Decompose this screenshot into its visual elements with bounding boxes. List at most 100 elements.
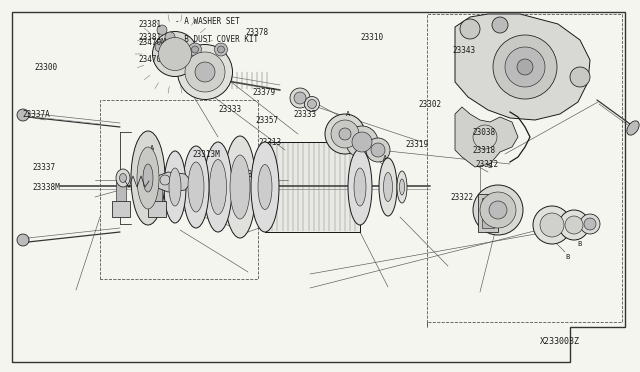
- Ellipse shape: [473, 185, 523, 235]
- Ellipse shape: [559, 210, 589, 240]
- Circle shape: [492, 17, 508, 33]
- Ellipse shape: [290, 88, 310, 108]
- Circle shape: [493, 35, 557, 99]
- Text: 23318: 23318: [472, 145, 495, 154]
- Text: A: A: [391, 191, 395, 197]
- Ellipse shape: [383, 173, 392, 202]
- Ellipse shape: [165, 32, 175, 42]
- Ellipse shape: [251, 142, 279, 232]
- Ellipse shape: [169, 168, 181, 206]
- Text: 23322: 23322: [450, 192, 473, 202]
- Text: 23333: 23333: [293, 109, 316, 119]
- Bar: [148, 201, 166, 217]
- Text: A: A: [150, 145, 154, 151]
- Text: 23300: 23300: [34, 62, 57, 71]
- Text: 23038: 23038: [472, 128, 495, 137]
- Ellipse shape: [224, 136, 256, 238]
- Ellipse shape: [157, 25, 167, 35]
- Polygon shape: [455, 14, 590, 120]
- Ellipse shape: [584, 218, 596, 230]
- Ellipse shape: [339, 128, 351, 140]
- Ellipse shape: [348, 149, 372, 225]
- Ellipse shape: [366, 138, 390, 162]
- Ellipse shape: [540, 213, 564, 237]
- Text: 23379: 23379: [252, 87, 275, 96]
- Ellipse shape: [307, 99, 317, 109]
- Circle shape: [517, 59, 533, 75]
- Text: 23302: 23302: [418, 99, 441, 109]
- Ellipse shape: [177, 45, 232, 99]
- Text: - B DUST COVER KIT: - B DUST COVER KIT: [175, 35, 259, 44]
- Ellipse shape: [155, 42, 165, 52]
- Ellipse shape: [230, 155, 250, 219]
- Ellipse shape: [143, 164, 153, 192]
- Text: 23337: 23337: [32, 163, 55, 171]
- Text: 23337A: 23337A: [22, 109, 50, 119]
- Text: 23357: 23357: [255, 115, 278, 125]
- Text: 23343: 23343: [452, 45, 475, 55]
- Text: 23381: 23381: [138, 32, 161, 42]
- Ellipse shape: [205, 68, 211, 76]
- Ellipse shape: [397, 171, 407, 203]
- Ellipse shape: [352, 132, 372, 152]
- Ellipse shape: [202, 65, 214, 78]
- Ellipse shape: [195, 62, 215, 82]
- Text: 23338M: 23338M: [32, 183, 60, 192]
- Circle shape: [570, 67, 590, 87]
- Text: 23310: 23310: [360, 32, 383, 42]
- Bar: [116, 181, 126, 201]
- Bar: [482, 198, 494, 228]
- Bar: [112, 201, 130, 217]
- Ellipse shape: [214, 43, 227, 56]
- Text: 23312: 23312: [475, 160, 498, 169]
- Ellipse shape: [183, 146, 209, 228]
- Text: A: A: [346, 111, 350, 117]
- Ellipse shape: [185, 52, 225, 92]
- Ellipse shape: [209, 160, 227, 215]
- Text: 23381: 23381: [138, 19, 161, 29]
- Ellipse shape: [565, 216, 583, 234]
- Ellipse shape: [325, 114, 365, 154]
- Polygon shape: [155, 172, 192, 192]
- Ellipse shape: [354, 168, 366, 206]
- Ellipse shape: [191, 46, 198, 53]
- Text: 23470M: 23470M: [138, 38, 166, 46]
- Ellipse shape: [258, 164, 272, 209]
- Ellipse shape: [188, 162, 204, 212]
- Ellipse shape: [218, 46, 225, 53]
- Ellipse shape: [489, 201, 507, 219]
- Ellipse shape: [116, 169, 130, 187]
- Ellipse shape: [17, 234, 29, 246]
- Ellipse shape: [131, 131, 165, 225]
- Circle shape: [505, 47, 545, 87]
- Bar: [478, 194, 498, 232]
- Ellipse shape: [399, 179, 404, 195]
- Ellipse shape: [120, 173, 127, 183]
- Text: 23378: 23378: [245, 28, 268, 36]
- Polygon shape: [455, 107, 518, 167]
- Ellipse shape: [331, 120, 359, 148]
- Ellipse shape: [379, 158, 397, 216]
- Text: X233003Z: X233003Z: [540, 337, 580, 346]
- Ellipse shape: [159, 38, 191, 71]
- Ellipse shape: [580, 214, 600, 234]
- Ellipse shape: [294, 92, 306, 104]
- Text: B: B: [578, 241, 582, 247]
- Ellipse shape: [164, 151, 186, 223]
- Ellipse shape: [137, 147, 159, 209]
- Ellipse shape: [627, 121, 639, 135]
- Ellipse shape: [533, 206, 571, 244]
- Ellipse shape: [17, 109, 29, 121]
- Bar: [152, 181, 162, 201]
- Text: B: B: [488, 163, 492, 169]
- Circle shape: [460, 19, 480, 39]
- Text: 23313M: 23313M: [192, 150, 220, 158]
- Text: A: A: [383, 155, 387, 161]
- Ellipse shape: [480, 192, 516, 228]
- Text: B: B: [566, 254, 570, 260]
- Text: 23319: 23319: [405, 140, 428, 148]
- Ellipse shape: [371, 143, 385, 157]
- Bar: [265, 142, 360, 232]
- Text: 23470M: 23470M: [138, 55, 166, 64]
- Text: 23313: 23313: [258, 138, 281, 147]
